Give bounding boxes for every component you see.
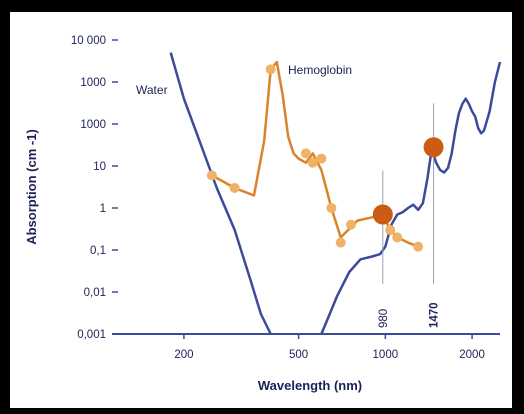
highlight-wavelength-label: 980	[378, 309, 390, 328]
highlight-point	[423, 137, 444, 158]
hemoglobin-data-point	[392, 232, 403, 243]
series-layer	[169, 52, 502, 335]
hemoglobin-data-point	[385, 224, 396, 235]
hemoglobin-data-point	[316, 153, 327, 164]
hemoglobin-series-label: Hemoglobin	[288, 63, 352, 77]
hemoglobin-data-point	[229, 182, 240, 193]
hemoglobin-data-point	[265, 64, 276, 75]
y-tick-label: 0,01	[84, 287, 106, 299]
highlight-wavelength-label: 1470	[429, 302, 441, 328]
x-tick-label: 200	[174, 349, 193, 361]
x-tick-label: 500	[289, 349, 308, 361]
y-tick-label: 10	[93, 161, 106, 173]
water-line-uv	[169, 52, 272, 335]
x-tick-label: 2000	[459, 349, 485, 361]
marker-layer: 980 1470	[206, 64, 444, 328]
y-tick-label: 10 000	[71, 35, 106, 47]
chart-frame: 10 000 1000 1000 10 1 0,1 0,01 0,001 200 500 1000…	[10, 12, 512, 408]
absorption-chart: 10 000 1000 1000 10 1 0,1 0,01 0,001 200 500 1000…	[24, 35, 502, 393]
hemoglobin-data-point	[335, 237, 346, 248]
x-ticks: 200 500 1000 2000	[174, 334, 485, 361]
hemoglobin-data-point	[300, 148, 311, 159]
hemoglobin-data-point	[345, 219, 356, 230]
hemoglobin-data-point	[206, 170, 217, 181]
y-tick-label: 1000	[80, 119, 106, 131]
water-line-ir	[320, 61, 502, 335]
y-tick-label: 1000	[80, 77, 106, 89]
y-axis-label: Absorption (cm -1)	[24, 129, 39, 245]
y-ticks: 10 000 1000 1000 10 1 0,1 0,01 0,001	[71, 35, 118, 341]
hemoglobin-data-point	[326, 203, 337, 213]
x-tick-label: 1000	[373, 349, 399, 361]
hemoglobin-data-point	[307, 157, 318, 168]
y-tick-label: 1	[100, 203, 106, 215]
y-tick-label: 0,001	[77, 329, 106, 341]
x-axis-label: Wavelength (nm)	[258, 378, 362, 393]
water-series-label: Water	[136, 83, 168, 97]
hemoglobin-data-point	[413, 241, 424, 252]
y-tick-label: 0,1	[90, 245, 106, 257]
highlight-point	[372, 204, 393, 225]
